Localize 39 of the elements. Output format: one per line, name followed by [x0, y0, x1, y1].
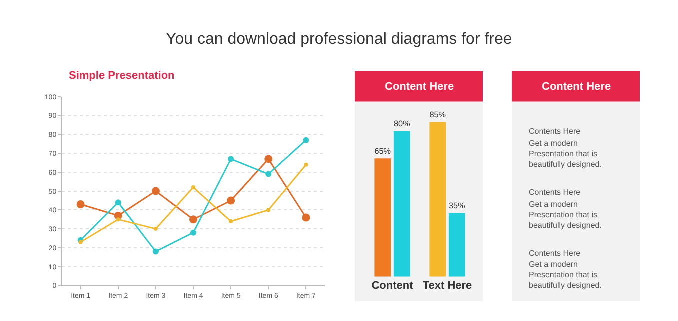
- text: Content Here: [542, 81, 612, 93]
- text: Get a modern Presentation that is beautifully designed.: [529, 139, 602, 169]
- point: [152, 187, 160, 196]
- point: [190, 230, 196, 236]
- chart-title: Content Here: [385, 81, 454, 93]
- chart-subtitle: You can download professional diagrams for free: [166, 31, 512, 48]
- point: [264, 155, 273, 164]
- data-label: 35%: [448, 201, 466, 210]
- point: [304, 162, 308, 167]
- data-label: 85%: [430, 110, 446, 120]
- point: [116, 218, 120, 222]
- point: [78, 240, 83, 244]
- text: Contents Here: [529, 127, 582, 136]
- x-tick-label: Content: [372, 280, 414, 292]
- point: [76, 200, 85, 209]
- text: Contents Here: [529, 249, 582, 258]
- x-tick-label: Text Here: [422, 280, 472, 292]
- text: Get a modern Presentation that is beautifully designed.: [529, 260, 602, 290]
- point: [229, 220, 234, 224]
- point: [192, 186, 196, 190]
- point: [303, 137, 310, 144]
- point: [302, 214, 310, 222]
- point: [190, 216, 198, 224]
- chart-title: Simple Presentation: [69, 70, 176, 82]
- text: Get a modern Presentation that is beautifully designed.: [529, 200, 602, 230]
- text: Contents Here: [529, 188, 582, 197]
- point: [115, 200, 122, 206]
- bar: [394, 131, 410, 277]
- point: [154, 227, 158, 232]
- point: [266, 208, 271, 212]
- bar: [430, 122, 446, 277]
- bar: [374, 158, 392, 277]
- point: [266, 171, 272, 178]
- point: [227, 196, 236, 205]
- data-label: 65%: [374, 146, 392, 156]
- data-label: 80%: [394, 120, 410, 129]
- point: [152, 248, 159, 255]
- point: [228, 156, 234, 162]
- bar: [448, 213, 466, 277]
